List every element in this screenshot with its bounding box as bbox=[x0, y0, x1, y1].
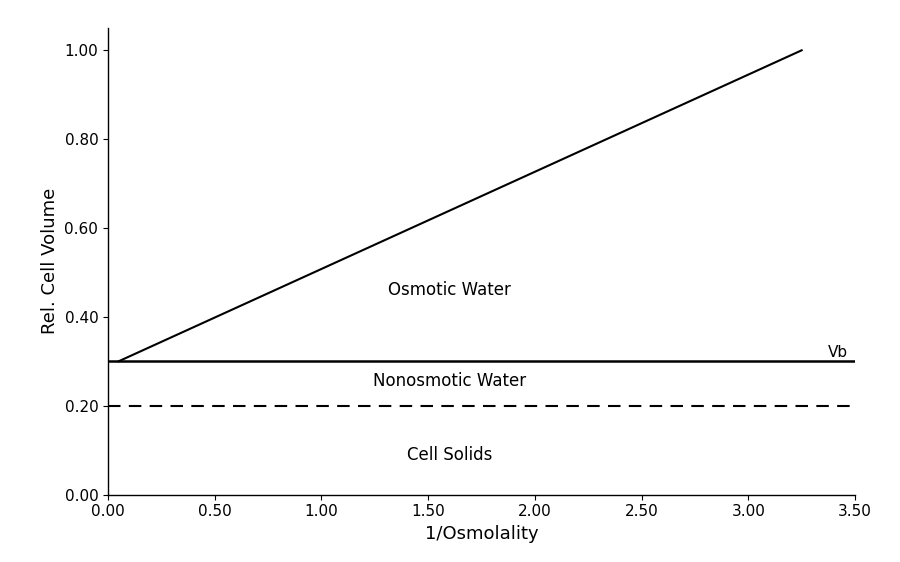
Text: Nonosmotic Water: Nonosmotic Water bbox=[373, 372, 526, 390]
X-axis label: 1/Osmolality: 1/Osmolality bbox=[425, 525, 538, 543]
Y-axis label: Rel. Cell Volume: Rel. Cell Volume bbox=[40, 188, 58, 334]
Text: Osmotic Water: Osmotic Water bbox=[388, 281, 511, 299]
Text: Vb: Vb bbox=[828, 345, 849, 360]
Text: Cell Solids: Cell Solids bbox=[407, 446, 492, 464]
